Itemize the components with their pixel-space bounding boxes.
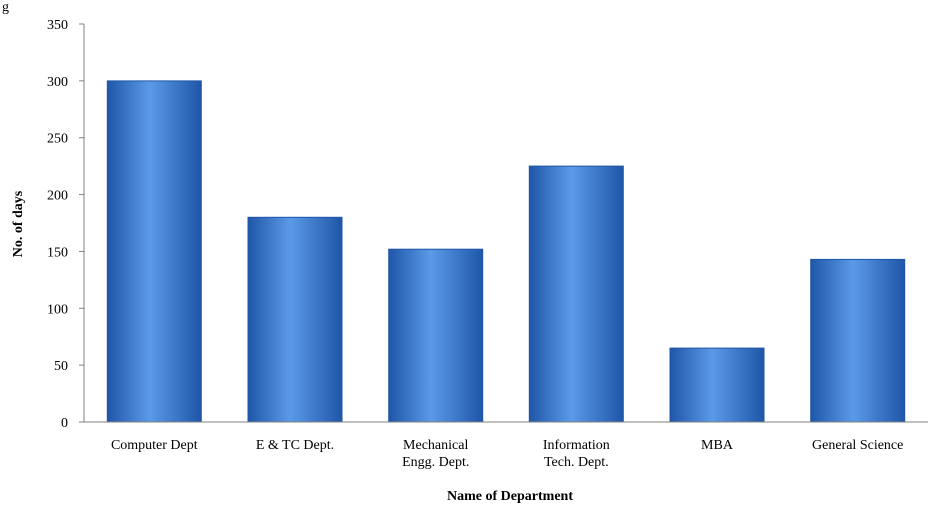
labels-layer: 0 50 100 150 200 250 300 350 Computer Dept E & TC… xyxy=(47,18,903,470)
y-tick-label-6: 300 xyxy=(47,75,68,90)
y-tick-label-1: 50 xyxy=(54,359,68,374)
x-tick-label-1: E & TC Dept. xyxy=(256,438,334,453)
bar-4 xyxy=(669,347,765,423)
bar-5 xyxy=(810,258,906,423)
cropped-title-fragment: g xyxy=(2,0,9,15)
bars-layer xyxy=(106,80,906,423)
x-tick-label-2: Mechanical Engg. Dept. xyxy=(402,438,469,470)
x-tick-label-4: MBA xyxy=(701,438,734,453)
axes-layer xyxy=(79,23,928,423)
bar-3 xyxy=(528,165,624,423)
bar-0 xyxy=(106,80,202,423)
y-tick-label-7: 350 xyxy=(47,18,68,33)
bar-1 xyxy=(247,216,343,423)
y-tick-label-5: 250 xyxy=(47,132,68,147)
y-tick-label-2: 100 xyxy=(47,302,68,317)
y-tick-label-0: 0 xyxy=(61,416,68,431)
bar-2 xyxy=(388,248,484,423)
y-tick-label-3: 150 xyxy=(47,245,68,260)
x-axis-title: Name of Department xyxy=(447,489,573,504)
x-tick-label-5: General Science xyxy=(812,438,903,453)
y-axis-title: No. of days xyxy=(11,190,26,257)
x-tick-label-3: Information Tech. Dept. xyxy=(543,438,610,470)
x-tick-label-0: Computer Dept xyxy=(111,438,198,453)
y-tick-label-4: 200 xyxy=(47,189,68,204)
